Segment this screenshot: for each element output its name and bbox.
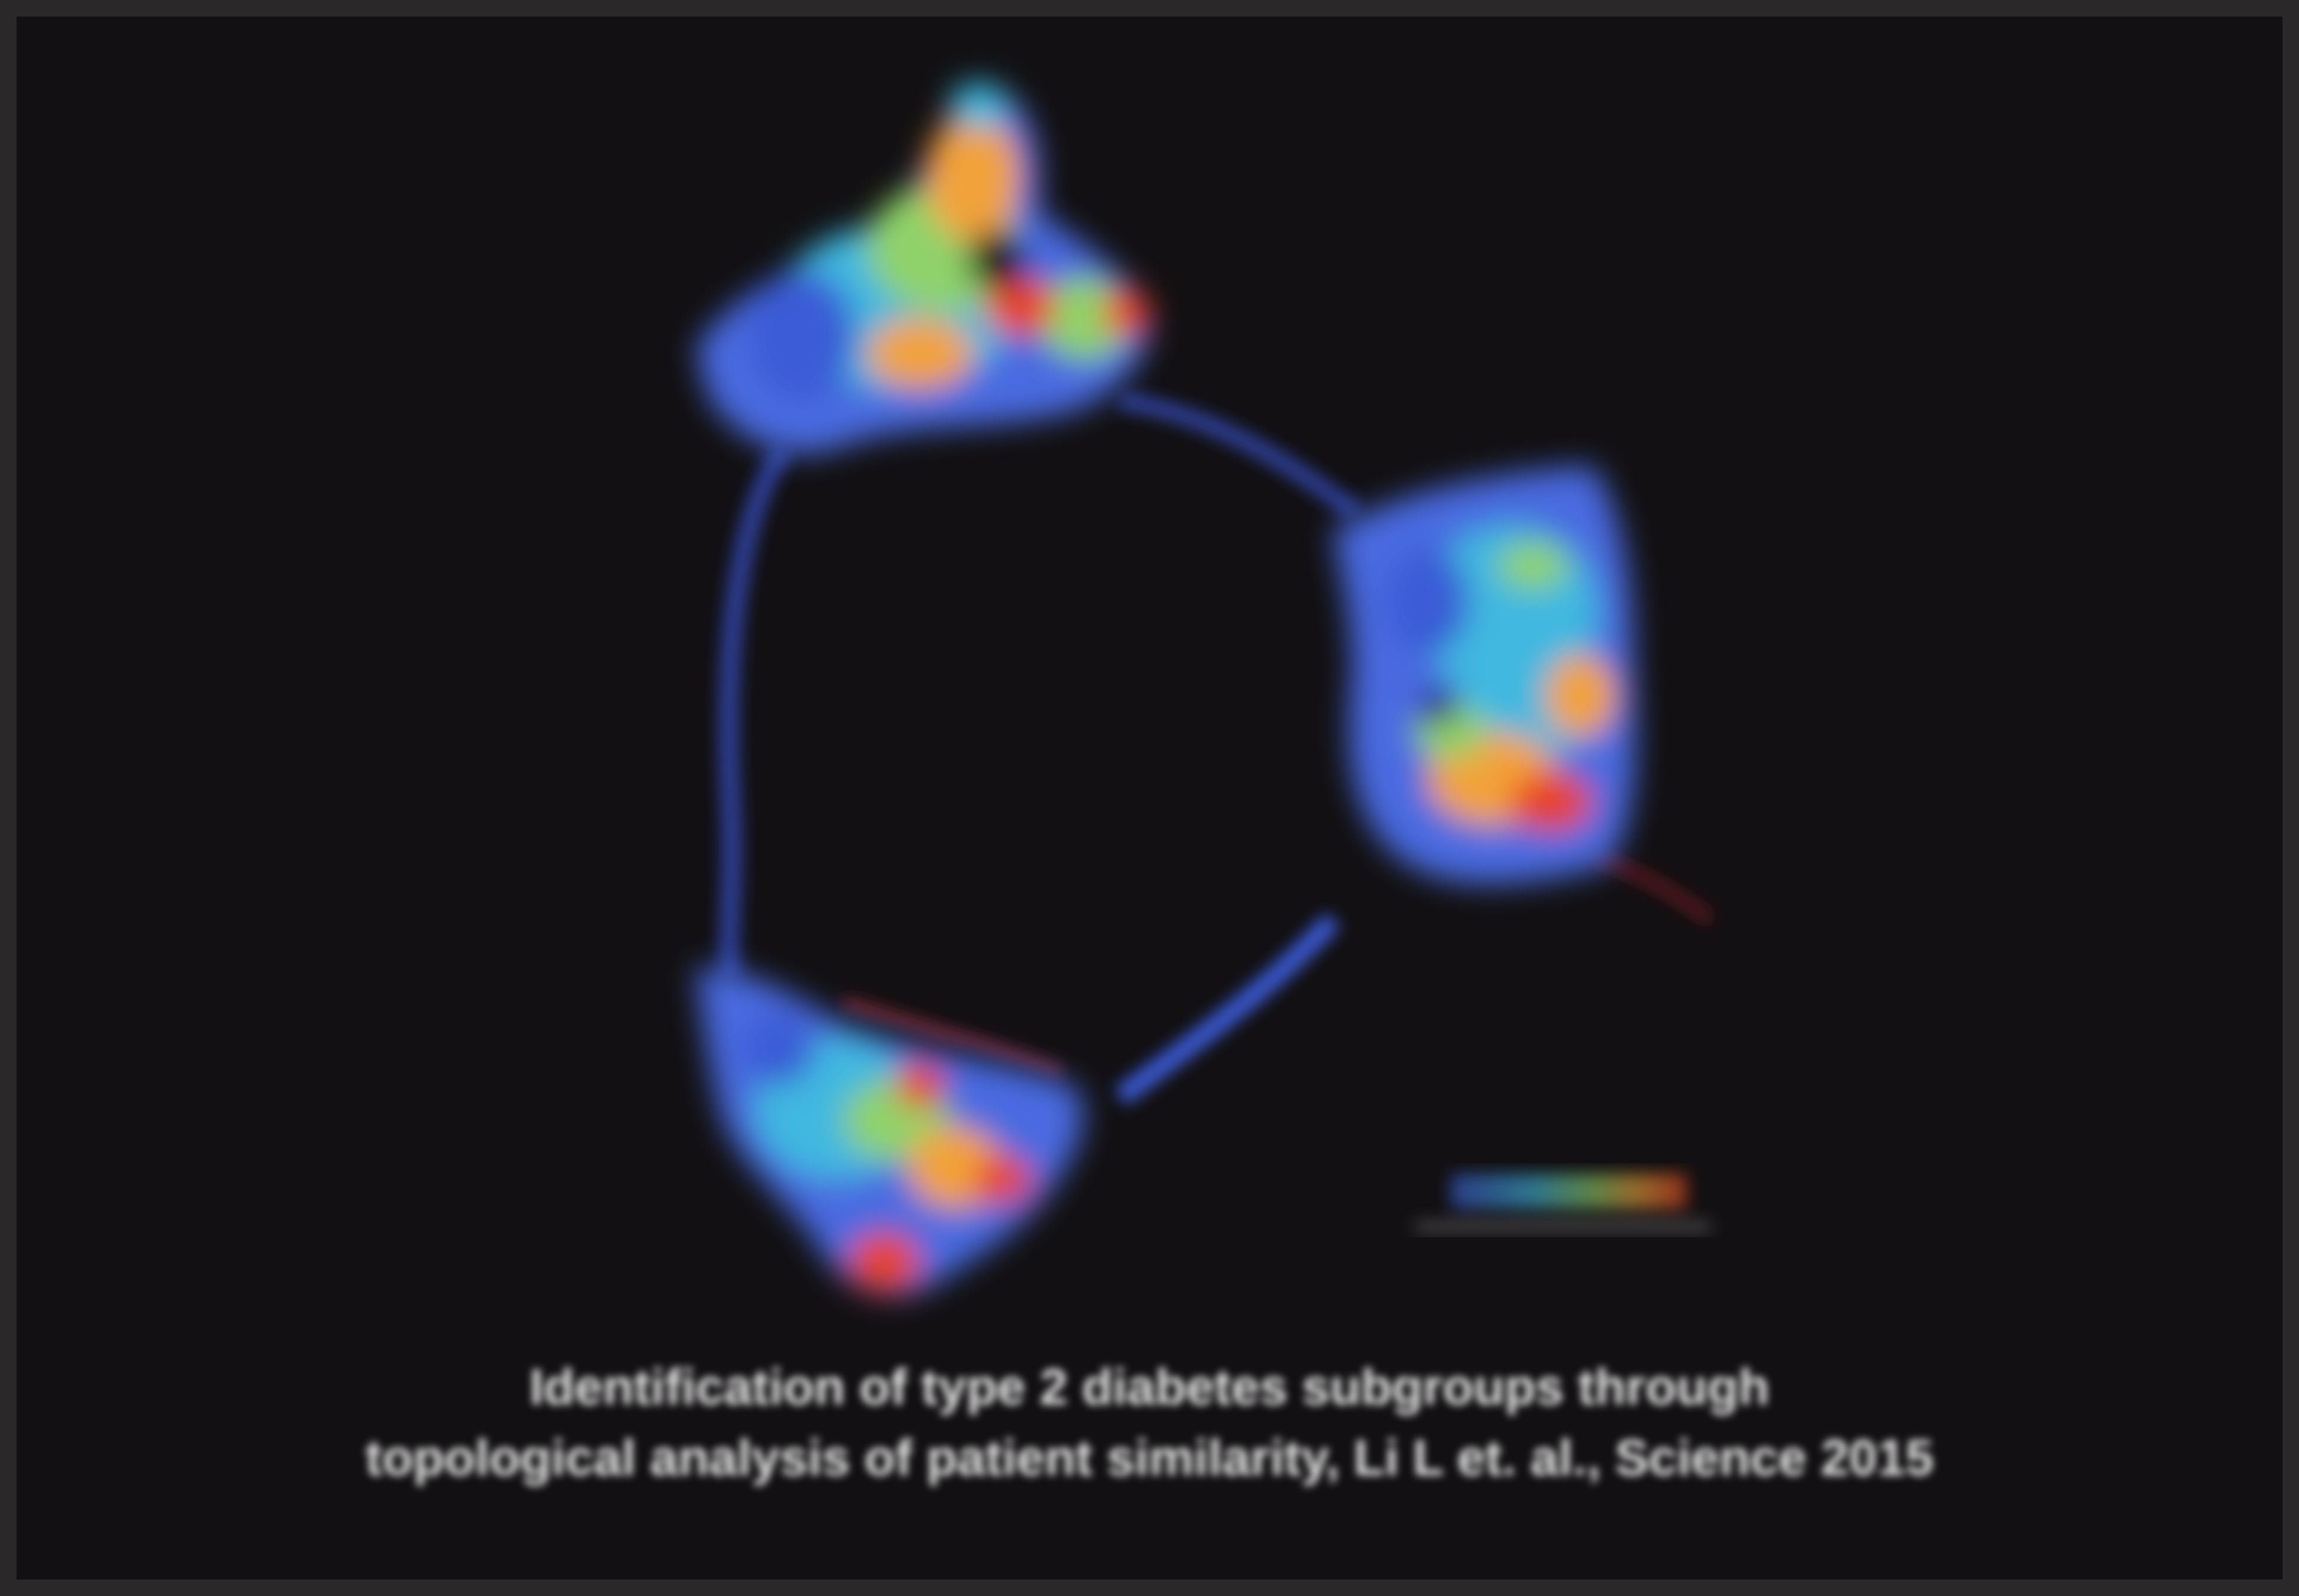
color-scale — [1415, 1174, 1710, 1229]
caption-line-1: Identification of type 2 diabetes subgro… — [529, 1359, 1770, 1416]
cluster-bottom-left — [696, 967, 1083, 1295]
cluster-right — [1333, 466, 1636, 884]
network-ring — [718, 392, 1714, 1105]
cluster-top-left — [696, 83, 1150, 454]
caption-line-2: topological analysis of patient similari… — [365, 1430, 1934, 1486]
